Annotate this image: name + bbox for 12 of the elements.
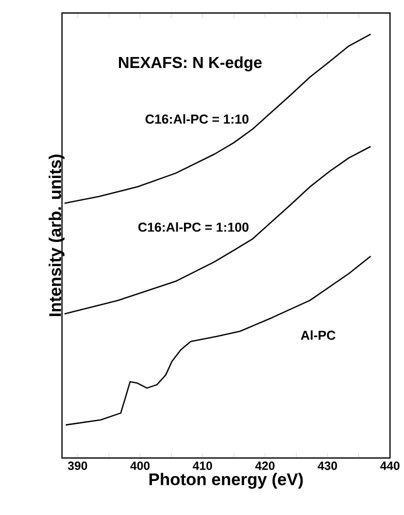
x-tick-label: 410 [192, 462, 212, 470]
text: NEXAFS: N K-edge [118, 56, 262, 72]
series-label: Al-PC [300, 330, 336, 340]
series-label: C16:Al-PC = 1:100 [138, 222, 248, 232]
series-label: C16:Al-PC = 1:10 [146, 114, 248, 124]
x-tick-label: 440 [380, 462, 400, 470]
x-tick-label: 400 [130, 462, 150, 470]
x-tick-label: 420 [255, 462, 275, 470]
y-axis-title: Intensity (arb. units) [48, 154, 64, 316]
x-tick-label: 430 [318, 462, 338, 470]
x-axis-title: Photon energy (eV) [150, 472, 303, 489]
x-tick-label: 390 [68, 462, 88, 470]
